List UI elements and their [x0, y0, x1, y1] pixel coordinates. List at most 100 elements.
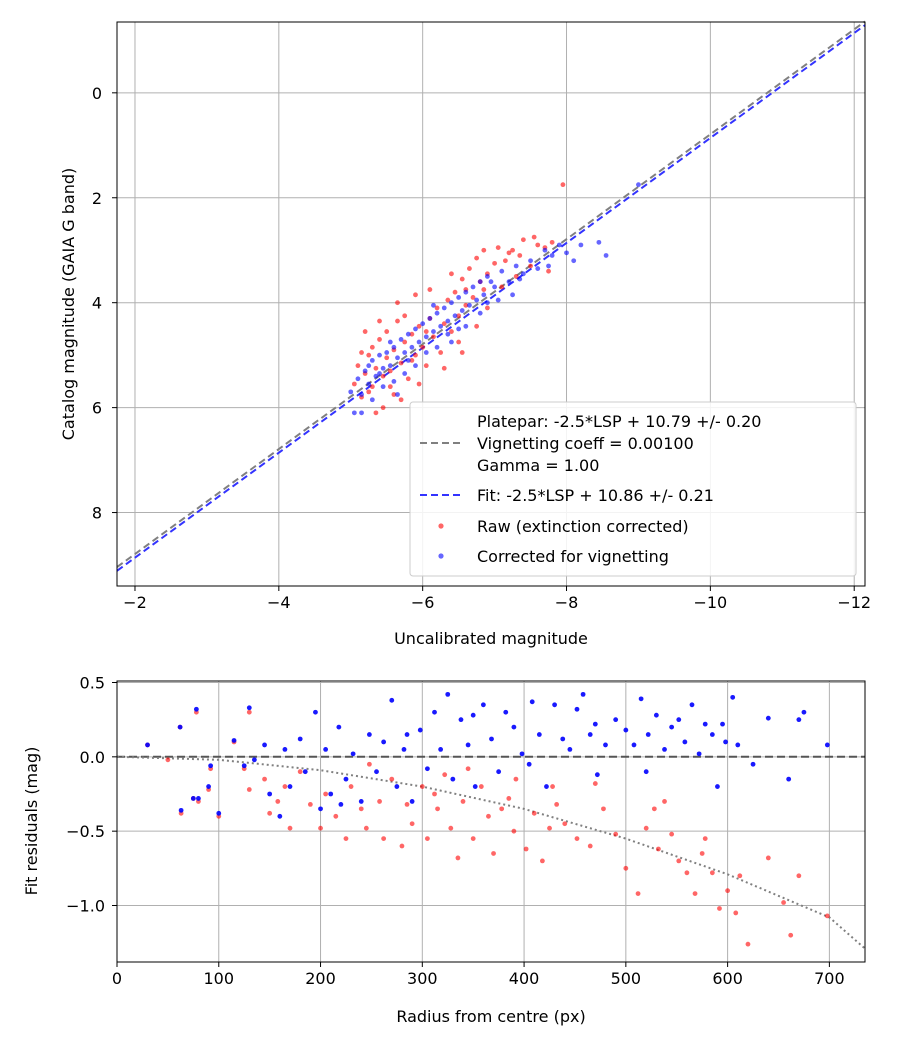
bottom-raw-point [651, 806, 657, 812]
bottom-x-axis-label: Radius from centre (px) [396, 1007, 585, 1026]
bottom-raw-point [442, 772, 448, 778]
top-raw-point [427, 287, 433, 292]
bottom-raw-point [262, 776, 267, 782]
bottom-corrected-point [765, 715, 771, 721]
bottom-corrected-point [438, 746, 444, 752]
top-corrected-point [513, 263, 519, 269]
top-raw-point [391, 392, 397, 397]
top-corrected-point [506, 279, 512, 285]
top-corrected-point [351, 410, 357, 416]
bottom-raw-point [499, 806, 505, 812]
top-corrected-point [362, 368, 368, 374]
bottom-corrected-point [394, 784, 400, 789]
top-corrected-point [474, 297, 480, 303]
bottom-corrected-point [338, 802, 344, 807]
bottom-raw-point [343, 836, 349, 841]
bottom-corrected-point [623, 727, 629, 733]
top-raw-point [387, 384, 393, 390]
bottom-corrected-point [297, 736, 303, 742]
top-corrected-point [380, 384, 386, 390]
top-corrected-point [387, 339, 393, 345]
bottom-corrected-point [503, 709, 509, 715]
bottom-corrected-point [424, 766, 430, 772]
top-raw-point [485, 305, 490, 311]
bottom-raw-point [531, 810, 537, 816]
bottom-corrected-point [786, 776, 792, 782]
top-corrected-point [571, 258, 577, 264]
top-corrected-point [477, 310, 483, 316]
bottom-raw-point [470, 836, 476, 841]
bottom-y-tick-label: −1.0 [66, 897, 105, 916]
bottom-raw-point [824, 913, 830, 919]
top-corrected-point [434, 310, 440, 316]
bottom-corrected-point [208, 763, 214, 769]
top-corrected-point [517, 276, 523, 282]
top-raw-point [416, 323, 422, 329]
bottom-corrected-point [432, 709, 437, 715]
bottom-corrected-point [470, 712, 476, 718]
top-corrected-point [546, 263, 551, 269]
bottom-raw-point [562, 821, 568, 827]
top-raw-point [395, 318, 400, 324]
bottom-corrected-point [381, 739, 387, 745]
top-raw-point [420, 344, 426, 350]
bottom-corrected-point [404, 732, 410, 737]
bottom-raw-point [358, 806, 364, 812]
top-x-tick-label: −12 [837, 593, 871, 612]
top-corrected-point [434, 344, 440, 350]
top-corrected-point [431, 302, 436, 308]
bottom-corrected-point [696, 751, 702, 757]
bottom-corrected-point [580, 691, 586, 697]
legend-corrected-marker [438, 553, 444, 559]
top-corrected-point [366, 381, 372, 387]
top-corrected-point [395, 392, 400, 397]
bottom-raw-point [287, 825, 293, 831]
top-raw-point [377, 318, 382, 324]
bottom-raw-point [267, 810, 273, 816]
bottom-raw-point [692, 891, 698, 897]
bottom-corrected-point [193, 706, 199, 712]
bottom-corrected-point [682, 739, 688, 745]
bottom-corrected-point [417, 727, 423, 733]
top-raw-point [409, 331, 415, 337]
legend-gamma-text: Gamma = 1.00 [477, 456, 599, 475]
top-ticks: −2 −4 −6 −8 −10 −12 0 2 4 6 8 [92, 84, 871, 612]
top-raw-point [373, 410, 379, 416]
top-raw-point [481, 287, 487, 292]
top-corrected-point [463, 289, 469, 295]
top-scatter-points [348, 182, 641, 416]
top-raw-point [398, 360, 404, 366]
bottom-raw-point [419, 784, 425, 789]
top-corrected-point [445, 318, 451, 324]
legend-box [409, 401, 857, 577]
top-corrected-point [366, 363, 372, 369]
top-corrected-point [492, 284, 497, 290]
bottom-corrected-point [366, 732, 372, 737]
bottom-corrected-point [241, 763, 247, 769]
top-raw-point [409, 358, 415, 363]
bottom-y-axis-label: Fit residuals (mag) [22, 747, 41, 896]
top-fit-lines [116, 20, 866, 572]
bottom-raw-point [381, 836, 387, 841]
bottom-corrected-point [177, 724, 183, 730]
top-x-tick-label: −4 [267, 593, 291, 612]
top-corrected-point [456, 295, 462, 300]
top-corrected-point [499, 268, 505, 274]
top-raw-point [535, 242, 541, 248]
top-corrected-point [449, 339, 454, 345]
top-corrected-point [445, 331, 451, 337]
bottom-corrected-point [328, 791, 334, 797]
top-raw-point [369, 384, 375, 390]
bottom-corrected-point [350, 751, 356, 757]
bottom-corrected-point [592, 721, 598, 727]
bottom-raw-point [737, 873, 743, 879]
top-corrected-point [355, 376, 361, 382]
bottom-x-tick-label: 500 [611, 969, 642, 988]
bottom-corrected-point [196, 796, 201, 801]
bottom-corrected-point [336, 724, 342, 730]
top-raw-point [423, 329, 429, 334]
top-raw-point [560, 182, 566, 188]
bottom-corrected-point [458, 717, 464, 723]
top-raw-point [499, 284, 505, 290]
bottom-x-tick-label: 700 [814, 969, 845, 988]
